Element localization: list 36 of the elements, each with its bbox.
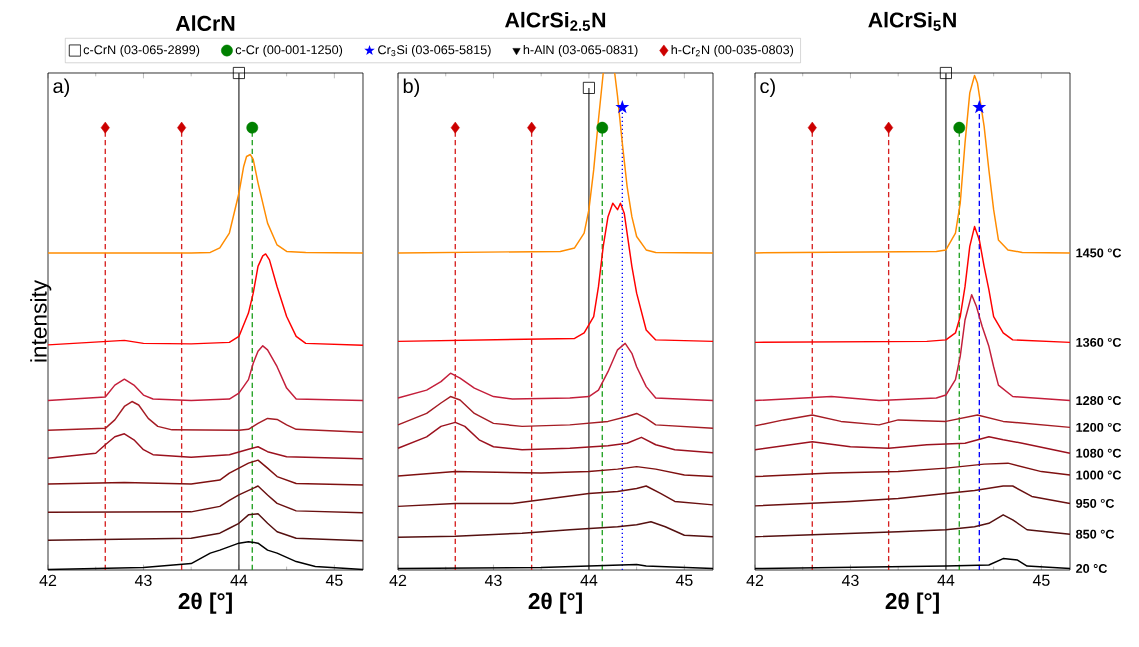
chart-title: AlCrSi$_{5}$N — [868, 11, 956, 31]
x-tick-label: 45 — [675, 574, 693, 586]
x-tick-label: 43 — [841, 574, 859, 587]
annotation: a) — [53, 78, 70, 98]
x-tick-label: 45 — [1032, 574, 1050, 586]
series-label: 850 °C — [1076, 529, 1115, 539]
x-axis-title: 2θ [°] — [178, 592, 232, 614]
x-tick-label: 44 — [937, 574, 955, 586]
x-tick-label: 44 — [580, 574, 598, 586]
x-tick-label: 42 — [746, 574, 764, 586]
legend-label: c-Cr (00-001-1250) — [235, 44, 343, 57]
annotation: b) — [403, 78, 420, 98]
series-label: 1280 °C — [1076, 396, 1122, 406]
x-axis-title: 2θ [°] — [885, 592, 939, 614]
x-tick-label: 45 — [325, 574, 343, 586]
series-label: 1000 °C — [1076, 470, 1122, 480]
annotation: c) — [760, 78, 775, 98]
x-tick-label: 43 — [134, 574, 152, 587]
x-axis-title: 2θ [°] — [528, 592, 582, 614]
series-label: 1450 °C — [1076, 248, 1122, 258]
legend-label: h-AlN (03-065-0831) — [523, 44, 638, 57]
y-axis-title: intensity — [30, 279, 52, 362]
series-label: 1200 °C — [1076, 422, 1122, 432]
legend-label: c-CrN (03-065-2899) — [83, 44, 200, 57]
x-tick-label: 44 — [230, 574, 248, 586]
x-tick-label: 42 — [39, 574, 57, 586]
series-label: 20 °C — [1076, 564, 1108, 573]
series-label: 1360 °C — [1076, 337, 1122, 347]
legend-label: h-Cr$_{2}$N (00-035-0803) — [671, 44, 794, 57]
legend-label: Cr$_{3}$Si (03-065-5815) — [378, 44, 491, 57]
series-label: 950 °C — [1076, 498, 1115, 508]
chart-title: AlCrN — [175, 15, 235, 31]
series-label: 1080 °C — [1076, 448, 1122, 458]
chart-title: AlCrSi$_{2.5}$N — [505, 11, 606, 31]
x-tick-label: 43 — [484, 574, 502, 587]
x-tick-label: 42 — [389, 574, 407, 586]
